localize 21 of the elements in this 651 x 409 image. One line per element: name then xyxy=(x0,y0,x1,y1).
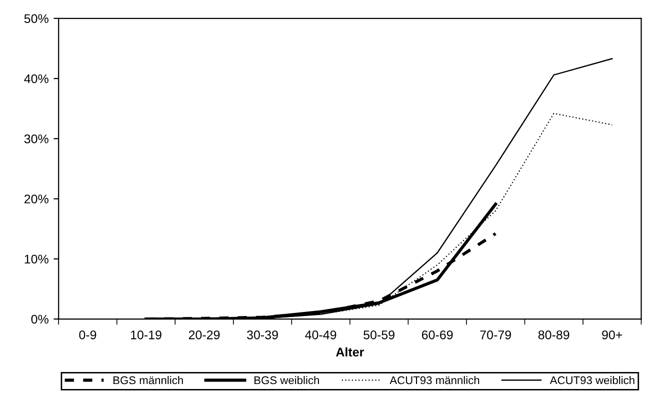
x-tick-label: 60-69 xyxy=(422,330,453,340)
legend-label: ACUT93 männlich xyxy=(390,376,480,384)
x-tick-label: 30-39 xyxy=(247,330,278,340)
y-tick-label: 0% xyxy=(31,314,48,324)
x-tick-label: 10-19 xyxy=(130,330,162,340)
x-tick-label: 0-9 xyxy=(79,330,96,340)
y-tick-label: 30% xyxy=(24,134,48,144)
x-tick-label: 20-29 xyxy=(188,330,220,340)
y-tick-label: 10% xyxy=(24,254,48,264)
x-tick-label: 80-89 xyxy=(538,330,570,340)
y-tick-label: 20% xyxy=(24,194,48,204)
legend-label: BGS weiblich xyxy=(254,376,319,384)
x-tick-label: 70-79 xyxy=(480,330,511,340)
x-axis-title: Alter xyxy=(336,347,364,357)
x-tick-label: 40-49 xyxy=(305,330,336,340)
legend-label: BGS männlich xyxy=(113,376,183,384)
y-tick-label: 50% xyxy=(24,14,48,24)
y-tick-label: 40% xyxy=(24,74,48,84)
legend-label: ACUT93 weiblich xyxy=(550,376,634,384)
x-tick-label: 50-59 xyxy=(364,330,394,340)
x-tick-label: 90+ xyxy=(602,330,622,340)
